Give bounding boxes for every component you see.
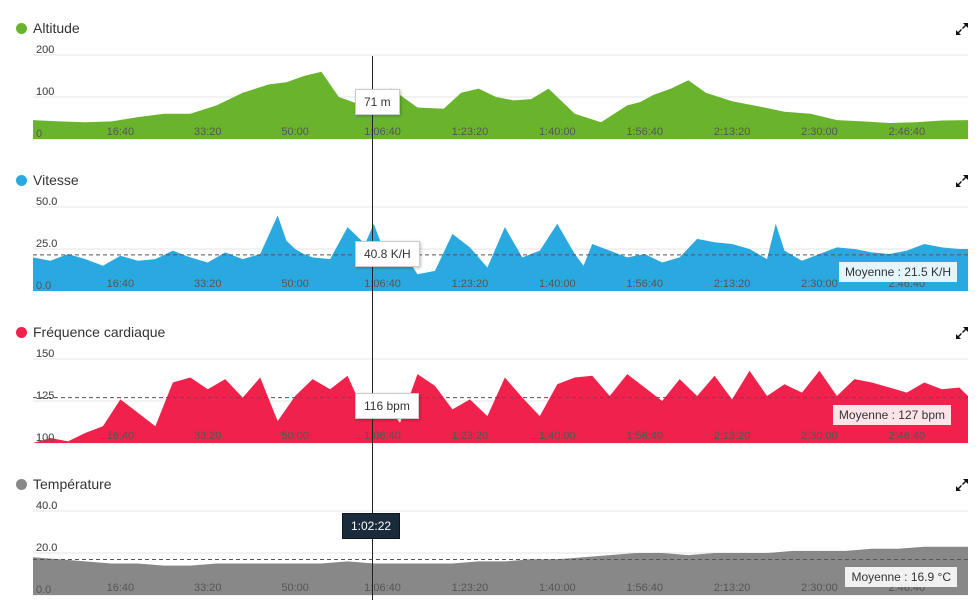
y-tick-label: 100	[36, 86, 54, 98]
altitude-panel: Altitude	[0, 0, 979, 152]
y-tick-label: 200	[36, 44, 54, 56]
y-tick-label: 40.0	[36, 500, 57, 512]
y-tick-label: 150	[36, 348, 54, 360]
series-dot	[16, 478, 27, 490]
y-tick-label: 100	[36, 432, 54, 444]
x-tick-label: 2:13:20	[714, 582, 751, 594]
panel-title: Altitude	[16, 20, 80, 36]
series-area	[33, 546, 968, 595]
y-tick-label: 20.0	[36, 542, 57, 554]
x-tick-label: 50:00	[281, 126, 309, 138]
x-tick-label: 33:20	[194, 582, 222, 594]
x-tick-label: 16:40	[107, 126, 135, 138]
x-tick-label: 1:40:00	[539, 582, 576, 594]
x-tick-label: 2:46:40	[888, 430, 925, 442]
panel-title: Vitesse	[16, 172, 79, 188]
crosshair-time-label: 1:02:22	[342, 513, 401, 539]
x-tick-label: 2:13:20	[714, 278, 751, 290]
y-tick-label: 40.0	[36, 500, 57, 512]
x-tick-label: 33:20	[194, 126, 222, 138]
y-tick-label: 0	[36, 128, 42, 140]
frequence-tooltip: 116 bpm	[355, 393, 419, 419]
x-tick-label: 2:30:00	[801, 126, 838, 138]
y-tick-label: 50.0	[36, 196, 57, 208]
x-tick-label: 1:06:40	[364, 278, 401, 290]
crosshair-line	[372, 56, 373, 600]
expand-arrows-icon[interactable]	[955, 326, 969, 340]
series-dot	[16, 174, 27, 186]
y-tick-label: 0.0	[36, 584, 51, 596]
y-tick-label: 100	[36, 86, 54, 98]
x-tick-label: 1:23:20	[452, 430, 489, 442]
x-tick-label: 2:30:00	[801, 278, 838, 290]
temperature-panel: Température	[0, 456, 979, 608]
x-tick-label: 1:06:40	[364, 430, 401, 442]
x-tick-label: 1:56:40	[626, 126, 663, 138]
temperature-average-label: Moyenne : 16.9 °C	[845, 567, 957, 587]
expand-arrows-icon[interactable]	[955, 174, 969, 188]
vitesse-tooltip: 40.8 K/H	[355, 241, 420, 267]
y-tick-label: 25.0	[36, 238, 57, 250]
y-tick-label: 150	[36, 348, 54, 360]
expand-arrows-icon[interactable]	[955, 22, 969, 36]
x-tick-label: 33:20	[194, 278, 222, 290]
vitesse-panel: Vitesse	[0, 152, 979, 304]
x-tick-label: 50:00	[281, 430, 309, 442]
y-tick-label: 125	[36, 390, 54, 402]
x-tick-label: 50:00	[281, 278, 309, 290]
x-tick-label: 33:20	[194, 430, 222, 442]
series-area	[33, 370, 968, 443]
panel-title: Fréquence cardiaque	[16, 324, 165, 340]
y-tick-label: 50.0	[36, 196, 57, 208]
frequence-panel: Fréquence cardiaque	[0, 304, 979, 456]
x-tick-label: 1:23:20	[452, 126, 489, 138]
x-tick-label: 1:40:00	[539, 430, 576, 442]
x-tick-label: 1:40:00	[539, 126, 576, 138]
y-tick-label: 200	[36, 44, 54, 56]
series-area	[33, 71, 968, 139]
x-tick-label: 2:46:40	[888, 126, 925, 138]
y-tick-label: 25.0	[36, 238, 57, 250]
x-tick-label: 2:30:00	[801, 430, 838, 442]
panel-title-text: Température	[33, 476, 112, 492]
series-dot	[16, 22, 27, 34]
x-tick-label: 2:13:20	[714, 430, 751, 442]
altitude-tooltip: 71 m	[355, 89, 400, 115]
x-tick-label: 16:40	[107, 430, 135, 442]
panel-title-text: Vitesse	[33, 172, 79, 188]
panel-title-text: Altitude	[33, 20, 80, 36]
x-tick-label: 2:30:00	[801, 582, 838, 594]
x-tick-label: 1:56:40	[626, 430, 663, 442]
panel-title-text: Fréquence cardiaque	[33, 324, 166, 340]
series-area	[33, 215, 968, 291]
x-tick-label: 1:40:00	[539, 278, 576, 290]
x-tick-label: 50:00	[281, 582, 309, 594]
vitesse-average-label: Moyenne : 21.5 K/H	[838, 262, 957, 282]
y-tick-label: 0.0	[36, 280, 51, 292]
series-dot	[16, 326, 27, 338]
x-tick-label: 1:56:40	[626, 582, 663, 594]
y-tick-label: 125	[36, 390, 54, 402]
x-tick-label: 1:56:40	[626, 278, 663, 290]
expand-arrows-icon[interactable]	[955, 478, 969, 492]
frequence-average-label: Moyenne : 127 bpm	[832, 405, 951, 425]
x-tick-label: 1:06:40	[364, 582, 401, 594]
x-tick-label: 1:23:20	[452, 582, 489, 594]
x-tick-label: 16:40	[107, 582, 135, 594]
x-tick-label: 16:40	[107, 278, 135, 290]
x-tick-label: 2:13:20	[714, 126, 751, 138]
panel-title: Température	[16, 476, 112, 492]
x-tick-label: 1:23:20	[452, 278, 489, 290]
x-tick-label: 1:06:40	[364, 126, 401, 138]
y-tick-label: 20.0	[36, 542, 57, 554]
